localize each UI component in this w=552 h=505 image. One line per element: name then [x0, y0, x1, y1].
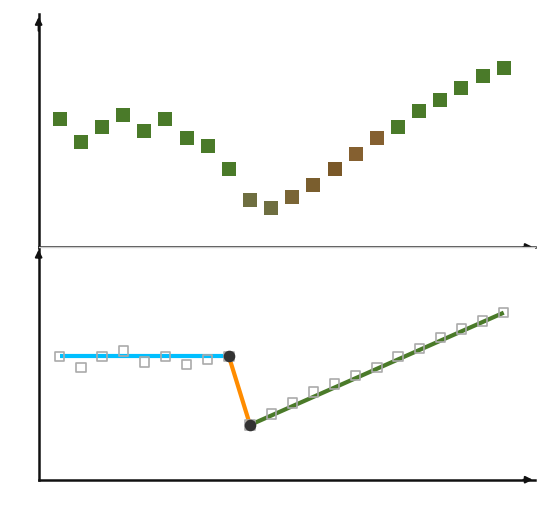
Point [415, 344, 423, 352]
Point [436, 334, 445, 342]
Point [457, 325, 466, 333]
Point [161, 116, 170, 124]
Point [267, 205, 275, 213]
Point [394, 352, 402, 361]
Point [161, 352, 170, 361]
Point [119, 112, 128, 120]
Point [478, 317, 487, 325]
Point [500, 309, 508, 317]
Point [77, 139, 86, 147]
Point [55, 116, 64, 124]
Point [55, 352, 64, 361]
Point [246, 421, 254, 429]
Point [225, 352, 233, 361]
Point [182, 135, 191, 143]
Point [351, 372, 360, 380]
Point [309, 181, 318, 189]
Point [98, 352, 107, 361]
Point [415, 108, 423, 116]
Point [119, 347, 128, 356]
Point [267, 410, 275, 418]
Point [330, 166, 339, 174]
Point [140, 358, 148, 366]
Point [203, 356, 212, 364]
Point [225, 166, 233, 174]
Point [500, 65, 508, 73]
Point [98, 123, 107, 131]
Point [225, 352, 233, 361]
Point [77, 364, 86, 372]
Point [351, 150, 360, 159]
Point [394, 123, 402, 131]
Point [330, 380, 339, 388]
Point [436, 96, 445, 105]
Point [457, 85, 466, 93]
Point [288, 399, 297, 407]
Point [373, 135, 381, 143]
Point [140, 127, 148, 135]
Point [288, 193, 297, 201]
Point [182, 361, 191, 369]
Point [246, 421, 254, 429]
Point [309, 388, 318, 396]
Point [246, 197, 254, 205]
Point [478, 73, 487, 81]
Point [373, 364, 381, 372]
Point [203, 143, 212, 151]
